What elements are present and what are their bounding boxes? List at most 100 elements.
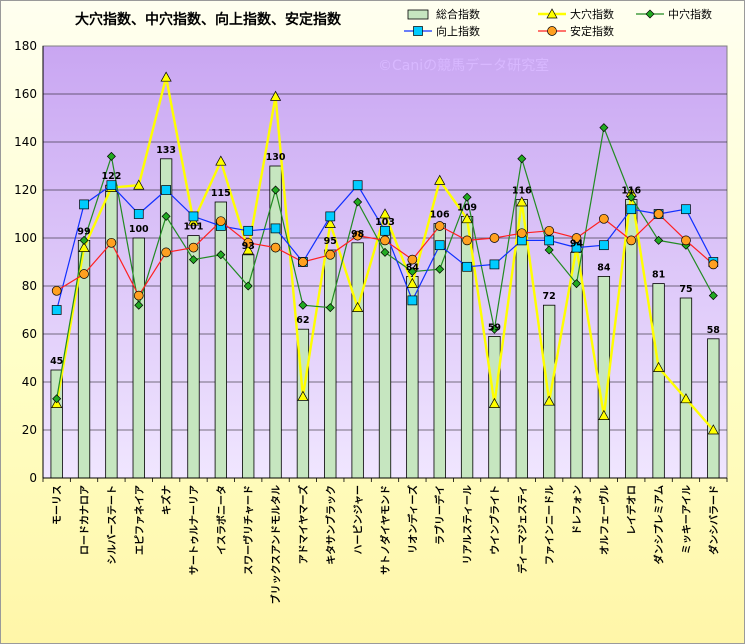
bar-series	[50, 158, 720, 479]
data-point-marker	[680, 393, 692, 404]
y-tick-label: 60	[22, 327, 37, 341]
data-point-marker	[434, 174, 446, 185]
data-point-marker	[407, 254, 418, 265]
data-point-marker	[653, 361, 665, 372]
data-point-marker	[161, 247, 171, 258]
x-tick-label: ラブリーデイ	[434, 485, 447, 545]
bar	[105, 184, 118, 479]
chart-title: 大穴指数、中穴指数、向上指数、安定指数	[75, 11, 342, 28]
x-tick-label: イスラボニータ	[215, 485, 228, 555]
bar-value-label: 95	[324, 236, 337, 247]
data-point-marker	[462, 261, 472, 272]
data-point-marker	[188, 242, 199, 253]
data-point-marker	[489, 233, 500, 243]
x-tick-label: キタサンブラック	[324, 485, 337, 565]
x-tick-label: アドマイヤマーズ	[297, 485, 310, 564]
bar-value-label: 62	[296, 315, 309, 326]
data-point-marker	[106, 237, 117, 248]
legend-label: 大穴指数	[570, 7, 614, 21]
data-point-marker	[297, 390, 309, 401]
x-tick-label: ディーマジェスティ	[516, 485, 529, 574]
bar-value-label: 103	[375, 217, 395, 228]
data-point-marker	[298, 300, 308, 310]
x-tick-label: オルフェーヴル	[598, 485, 611, 555]
bar-value-label: 116	[512, 186, 532, 197]
data-point-marker	[216, 250, 226, 260]
bar-value-label: 101	[184, 222, 204, 233]
bar-value-label: 84	[406, 262, 420, 273]
data-point-marker	[653, 209, 664, 219]
data-point-marker	[517, 154, 527, 164]
legend-marker	[645, 9, 655, 19]
data-point-marker	[626, 192, 636, 202]
data-point-marker	[106, 151, 116, 161]
data-point-marker	[598, 409, 610, 420]
data-point-marker	[461, 213, 473, 224]
y-tick-label: 180	[14, 39, 37, 53]
data-point-marker	[434, 221, 445, 231]
bar	[707, 338, 720, 479]
x-tick-label: スワーヴリチャード	[242, 485, 255, 575]
bar-value-label: 59	[488, 322, 501, 333]
bar	[214, 201, 227, 479]
x-tick-label: モーリス	[52, 485, 64, 525]
data-point-marker	[544, 235, 555, 246]
x-tick-label: ドレフォン	[572, 485, 584, 535]
bar-value-label: 115	[211, 188, 231, 199]
data-point-marker	[708, 259, 719, 270]
bar	[652, 283, 665, 479]
data-point-marker	[544, 245, 554, 255]
bar-value-label: 81	[652, 270, 665, 281]
data-point-marker	[681, 235, 691, 246]
bar-value-label: 130	[266, 152, 286, 163]
line-series	[51, 71, 719, 435]
data-point-marker	[435, 264, 445, 274]
bar	[406, 275, 419, 479]
data-point-marker	[380, 225, 390, 236]
data-point-marker	[269, 90, 282, 101]
legend-marker	[546, 8, 558, 19]
x-tick-label: キズナ	[160, 485, 173, 515]
data-point-marker	[160, 71, 172, 82]
data-point-marker	[599, 240, 609, 251]
legend-label: 安定指数	[570, 24, 614, 38]
x-tick-label: ハービンジャー	[352, 485, 365, 555]
x-tick-label: ロードカナロア	[79, 485, 91, 555]
data-point-marker	[215, 216, 226, 227]
data-point-marker	[707, 424, 719, 435]
bar	[460, 215, 474, 479]
data-point-marker	[626, 235, 637, 246]
data-point-marker	[161, 185, 171, 195]
y-tick-label: 120	[14, 183, 37, 197]
data-point-marker	[325, 249, 336, 260]
bar-value-label: 122	[101, 171, 121, 182]
bar-value-label: 133	[156, 145, 176, 156]
y-tick-label: 160	[14, 87, 37, 101]
data-point-marker	[462, 192, 472, 202]
bar-value-label: 58	[707, 325, 721, 336]
data-point-marker	[133, 179, 145, 190]
data-point-marker	[599, 213, 609, 224]
y-tick-label: 100	[14, 231, 37, 245]
legend-marker	[413, 26, 423, 36]
data-point-marker	[544, 225, 555, 236]
data-point-marker	[380, 247, 390, 257]
data-point-marker	[243, 281, 253, 291]
y-axis: 0 20 40 60 80 100 120 140 160 180	[14, 39, 44, 485]
data-point-marker	[462, 235, 472, 246]
data-point-marker	[188, 255, 198, 265]
data-point-marker	[626, 204, 637, 215]
legend-label: 向上指数	[436, 24, 480, 38]
data-point-marker	[51, 305, 62, 315]
legend-swatch	[407, 9, 429, 20]
data-labels: 45 99 122 100 133 101 115 93 130 62 95 98 103 84 106 10…	[50, 145, 720, 367]
bar-value-label: 75	[679, 284, 692, 295]
data-point-marker	[407, 267, 417, 277]
data-point-marker	[352, 180, 363, 191]
bar-value-label: 72	[543, 291, 556, 302]
data-point-marker	[106, 180, 117, 191]
bar-value-label: 98	[351, 229, 365, 240]
legend-marker	[547, 26, 557, 36]
data-point-marker	[133, 290, 144, 301]
